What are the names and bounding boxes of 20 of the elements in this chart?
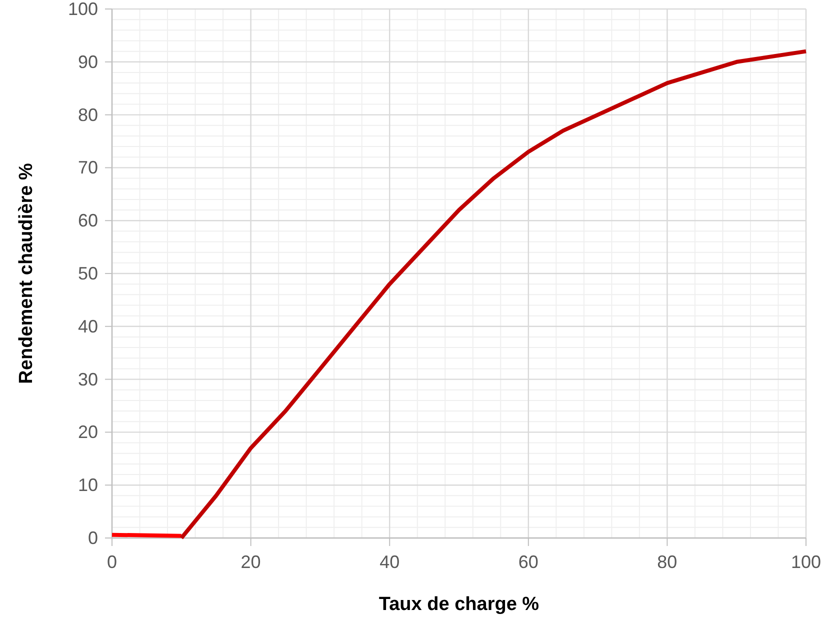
y-tick-label: 20: [78, 422, 98, 442]
x-tick-label: 20: [240, 552, 261, 572]
y-axis-title: Rendement chaudière %: [16, 163, 37, 384]
x-tick-label: 80: [657, 552, 678, 572]
y-tick-label: 0: [88, 528, 98, 548]
y-tick-label: 30: [78, 369, 98, 390]
y-tick-label: 50: [78, 264, 98, 284]
y-tick-label: 60: [78, 210, 98, 231]
y-tick-label: 40: [78, 316, 98, 336]
y-tick-label: 100: [68, 0, 98, 19]
y-tick-label: 10: [78, 475, 98, 496]
y-tick-label: 70: [78, 158, 98, 178]
y-tick-label: 80: [78, 104, 98, 125]
x-axis-title: Taux de charge %: [378, 594, 540, 615]
x-tick-label: 40: [380, 552, 400, 572]
x-tick-label: 100: [790, 552, 822, 572]
line-series: [179, 49, 808, 540]
x-tick-label: 0: [106, 552, 118, 572]
y-tick-label: 90: [78, 52, 98, 72]
x-tick-label: 60: [518, 552, 538, 572]
